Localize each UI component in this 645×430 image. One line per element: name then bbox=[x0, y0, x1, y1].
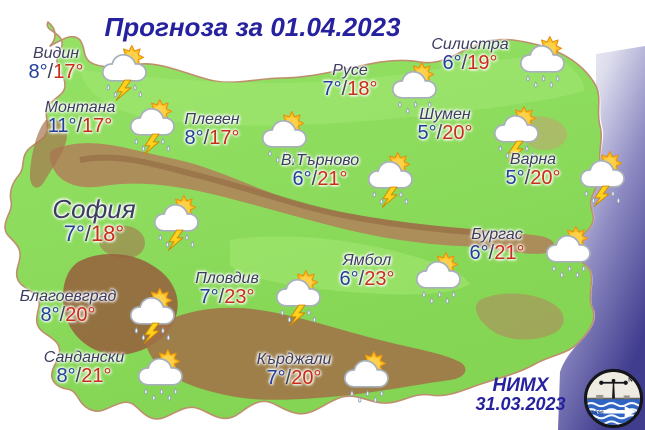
city-temps: 8°/21° bbox=[56, 365, 112, 388]
sun-cloud-rain-icon bbox=[543, 225, 593, 283]
sun-cloud-rain-icon bbox=[517, 35, 567, 93]
city-temps: 7°/18° bbox=[322, 78, 378, 101]
city-name: Силистра bbox=[431, 36, 509, 53]
city-veliko-tarnovo: В.Търново 6°/21° bbox=[276, 151, 415, 209]
city-temps: 6°/19° bbox=[442, 52, 498, 75]
sun-cloud-rain-storm-icon bbox=[127, 287, 177, 345]
city-temps: 5°/20° bbox=[417, 122, 473, 145]
city-name: Пловдив bbox=[195, 270, 259, 287]
city-kardzhali: Кърджали 7°/20° bbox=[248, 350, 391, 408]
city-name: Шумен bbox=[419, 106, 471, 123]
logo-compass-label: N bbox=[628, 377, 632, 384]
city-name: Плевен bbox=[184, 111, 240, 128]
city-name: Ямбол bbox=[342, 252, 392, 269]
city-silistra: Силистра 6°/19° bbox=[424, 35, 567, 93]
city-temps: 8°/20° bbox=[40, 304, 96, 327]
city-name: В.Търново bbox=[280, 152, 360, 169]
city-sandanski: Сандански 8°/21° bbox=[34, 348, 185, 406]
city-name: Кърджали bbox=[256, 351, 332, 368]
city-temps: 6°/21° bbox=[292, 168, 348, 191]
sun-cloud-rain-storm-icon bbox=[99, 44, 149, 102]
logo-year: 1890 bbox=[591, 410, 604, 416]
sun-cloud-rain-storm-icon bbox=[577, 150, 627, 208]
city-burgas: Бургас 6°/21° bbox=[452, 225, 593, 283]
city-temps: 6°/21° bbox=[469, 242, 525, 265]
city-name: Сандански bbox=[43, 349, 125, 366]
sun-cloud-rain-storm-icon bbox=[365, 151, 415, 209]
city-name: Варна bbox=[509, 151, 557, 168]
city-montana: Монтана 11°/17° bbox=[34, 99, 177, 156]
city-temps: 7°/20° bbox=[266, 367, 322, 390]
logo-arrow-icon: 1890 bbox=[591, 406, 636, 418]
city-temps: 11°/17° bbox=[47, 115, 113, 138]
sun-cloud-rain-storm-icon bbox=[151, 194, 201, 252]
city-shumen: Шумен 5°/20° bbox=[400, 106, 541, 163]
city-name: Видин bbox=[32, 45, 80, 62]
city-temps: 7°/18° bbox=[63, 220, 125, 246]
city-name: Русе bbox=[332, 62, 368, 79]
city-varna: Варна 5°/20° bbox=[490, 150, 627, 208]
city-ruse: Русе 7°/18° bbox=[312, 62, 439, 119]
credit-date: 31.03.2023 bbox=[475, 394, 566, 415]
city-name: Бургас bbox=[471, 226, 523, 243]
black-sea bbox=[558, 46, 645, 430]
city-blagoevgrad: Благоевград 8°/20° bbox=[10, 287, 177, 345]
credit-block: НИМХ 31.03.2023 bbox=[458, 376, 583, 414]
city-yambol: Ямбол 6°/23° bbox=[322, 252, 463, 309]
nimh-logo: 1890 N bbox=[583, 368, 644, 429]
city-temps: 8°/17° bbox=[184, 127, 240, 150]
page-title: Прогноза за 01.04.2023 bbox=[104, 12, 401, 42]
city-sofia: София 7°/18° bbox=[38, 196, 201, 252]
city-temps: 7°/23° bbox=[199, 286, 255, 309]
city-temps: 6°/23° bbox=[339, 268, 395, 291]
city-vidin: Видин 8°/17° bbox=[14, 44, 149, 102]
sun-cloud-rain-icon bbox=[341, 350, 391, 408]
city-name: София bbox=[52, 194, 136, 224]
credit-org: НИМХ bbox=[492, 375, 549, 396]
sun-cloud-rain-storm-icon bbox=[273, 269, 323, 327]
city-plovdiv: Пловдив 7°/23° bbox=[182, 269, 323, 327]
city-temps: 5°/20° bbox=[505, 167, 561, 190]
anemometer-icon: N bbox=[587, 377, 640, 400]
city-temps: 8°/17° bbox=[28, 61, 84, 84]
lowland-plains bbox=[80, 55, 585, 295]
city-name: Монтана bbox=[44, 99, 116, 116]
city-pleven: Плевен 8°/17° bbox=[166, 111, 309, 168]
sun-cloud-rain-icon bbox=[135, 348, 185, 406]
city-name: Благоевград bbox=[19, 288, 117, 305]
